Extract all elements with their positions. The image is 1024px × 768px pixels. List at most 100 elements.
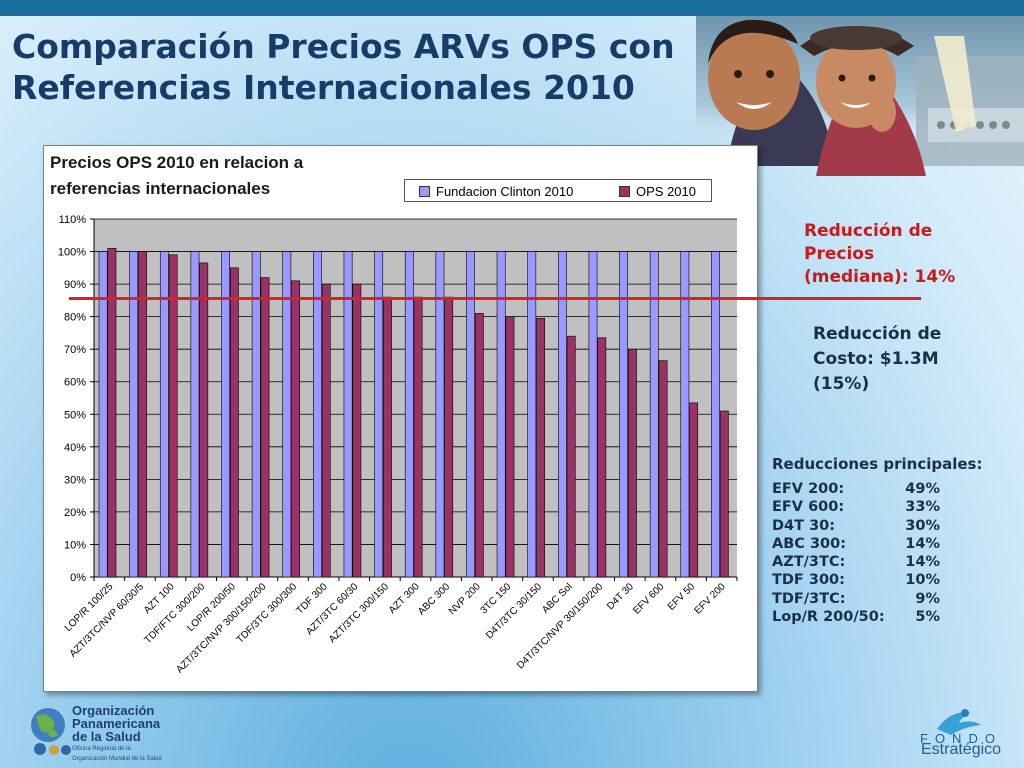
bar-clinton bbox=[588, 251, 598, 578]
cost-note-line-2: Costo: $1.3M bbox=[813, 349, 939, 369]
ops-subline-1: Oficina Regional de la bbox=[72, 746, 131, 752]
chart-title: Precios OPS 2010 en relacion a referenci… bbox=[50, 150, 410, 202]
bar-ops bbox=[597, 337, 607, 578]
legend-label-ops: OPS 2010 bbox=[636, 184, 696, 199]
bar-ops bbox=[566, 335, 576, 578]
bar-ops bbox=[689, 402, 699, 578]
reduction-value: 10% bbox=[905, 572, 940, 589]
legend-swatch-ops bbox=[619, 186, 630, 197]
reduction-row: TDF/3TC: 9% bbox=[772, 590, 1022, 608]
median-note-line-2: Precios bbox=[804, 244, 875, 264]
bar-clinton bbox=[129, 251, 139, 578]
x-tick-label: AZT/3TC 300/150 bbox=[327, 581, 391, 645]
y-tick-label: 50% bbox=[64, 409, 86, 421]
reduction-row: D4T 30: 30% bbox=[772, 517, 1022, 535]
bar-clinton bbox=[496, 251, 506, 578]
y-tick-label: 20% bbox=[64, 507, 86, 519]
y-tick-label: 30% bbox=[64, 474, 86, 486]
header-photo bbox=[696, 16, 1024, 176]
chart-title-line-2: referencias internacionales bbox=[50, 179, 271, 198]
slide-title-line-2: Referencias Internacionales 2010 bbox=[12, 68, 635, 107]
y-tick-label: 60% bbox=[64, 377, 86, 389]
bar-clinton bbox=[466, 251, 475, 578]
y-tick-label: 40% bbox=[64, 442, 86, 454]
reduction-label: Lop/R 200/50: bbox=[772, 609, 885, 626]
median-reference-line bbox=[69, 297, 921, 300]
median-note-line-3: (mediana): 14% bbox=[804, 267, 956, 287]
reduction-row: AZT/3TC: 14% bbox=[772, 553, 1022, 571]
bar-clinton bbox=[619, 251, 629, 578]
bar-clinton bbox=[251, 251, 261, 578]
reduction-row: EFV 600: 33% bbox=[772, 498, 1022, 516]
ops-logo bbox=[31, 708, 71, 755]
y-tick-label: 110% bbox=[59, 214, 87, 226]
bar-ops bbox=[719, 410, 729, 578]
reduction-value: 49% bbox=[905, 481, 940, 497]
ops-subline-2: Organización Mundial de la Salud bbox=[72, 756, 162, 762]
bar-ops bbox=[536, 317, 545, 578]
chart-title-line-1: Precios OPS 2010 en relacion a bbox=[50, 153, 304, 172]
ops-logo-text: Organización Panamericana de la Salud Of… bbox=[72, 704, 162, 763]
bar-clinton bbox=[404, 251, 414, 578]
legend-item-clinton: Fundacion Clinton 2010 bbox=[419, 184, 573, 199]
slide-title: Comparación Precios ARVs OPS con Referen… bbox=[12, 26, 712, 108]
bar-clinton bbox=[282, 251, 292, 578]
bar-clinton bbox=[98, 251, 108, 578]
bar-clinton bbox=[374, 251, 384, 578]
reduction-value: 5% bbox=[915, 609, 940, 626]
bar-clinton bbox=[527, 251, 537, 578]
bar-clinton bbox=[711, 251, 720, 578]
reduction-row: Lop/R 200/50: 5% bbox=[772, 608, 1022, 626]
reduction-label: TDF/3TC: bbox=[772, 590, 846, 607]
bar-ops bbox=[138, 251, 147, 578]
bar-ops bbox=[260, 277, 270, 578]
reduction-label: EFV 200: bbox=[772, 481, 845, 497]
reduction-label: D4T 30: bbox=[772, 517, 836, 534]
bar-clinton bbox=[221, 251, 230, 578]
y-tick-label: 100% bbox=[58, 247, 86, 259]
bar-ops bbox=[229, 267, 239, 578]
reduction-label: ABC 300: bbox=[772, 535, 847, 552]
bar-ops bbox=[658, 360, 668, 578]
bar-clinton bbox=[159, 251, 169, 578]
bar-ops bbox=[107, 247, 117, 578]
reduction-value: 33% bbox=[905, 499, 940, 516]
x-tick-label: EFV 600 bbox=[631, 581, 667, 617]
cost-note-line-3: (15%) bbox=[813, 374, 870, 394]
chart-legend: Fundacion Clinton 2010 OPS 2010 bbox=[404, 179, 712, 202]
reduction-value: 14% bbox=[905, 535, 940, 552]
legend-item-ops: OPS 2010 bbox=[619, 184, 696, 199]
x-tick-label: TDF/3TC 300/300 bbox=[235, 581, 300, 646]
bar-ops bbox=[168, 254, 178, 578]
reduction-value: 14% bbox=[905, 554, 940, 571]
median-reduction-note: Reducción de Precios (mediana): 14% bbox=[804, 220, 1014, 289]
ops-name-line-3: de la Salud bbox=[72, 729, 141, 744]
x-tick-label: D4T/3TC 30/150 bbox=[484, 581, 544, 641]
fondo-estrategico-logo bbox=[937, 709, 981, 735]
bar-clinton bbox=[190, 251, 200, 578]
main-reductions: Reducciones principales: EFV 200: 49% EFV … bbox=[772, 455, 1022, 626]
reduction-label: AZT/3TC: bbox=[772, 554, 846, 571]
reduction-value: 9% bbox=[915, 590, 940, 607]
median-note-line-1: Reducción de bbox=[804, 221, 933, 241]
reduction-label: EFV 600: bbox=[772, 499, 845, 516]
bar-clinton bbox=[313, 251, 322, 578]
slide-title-line-1: Comparación Precios ARVs OPS con bbox=[12, 27, 675, 66]
y-tick-label: 70% bbox=[64, 344, 86, 356]
x-tick-label: ABC 300 bbox=[416, 581, 452, 617]
cost-reduction-note: Reducción de Costo: $1.3M (15%) bbox=[813, 322, 1013, 397]
top-bar bbox=[0, 0, 1024, 16]
y-tick-label: 0% bbox=[70, 572, 86, 584]
legend-label-clinton: Fundacion Clinton 2010 bbox=[436, 184, 574, 199]
estrategico-word: Estratégico bbox=[921, 741, 1002, 758]
legend-swatch-clinton bbox=[419, 186, 430, 197]
bar-ops bbox=[383, 296, 392, 578]
y-tick-label: 80% bbox=[64, 312, 86, 324]
bar-ops bbox=[413, 296, 423, 578]
bar-ops bbox=[505, 316, 515, 578]
bar-clinton bbox=[435, 251, 445, 578]
bar-clinton bbox=[557, 251, 567, 578]
reductions-title: Reducciones principales: bbox=[772, 455, 983, 473]
bar-ops bbox=[199, 262, 209, 578]
bar-ops bbox=[444, 296, 454, 578]
